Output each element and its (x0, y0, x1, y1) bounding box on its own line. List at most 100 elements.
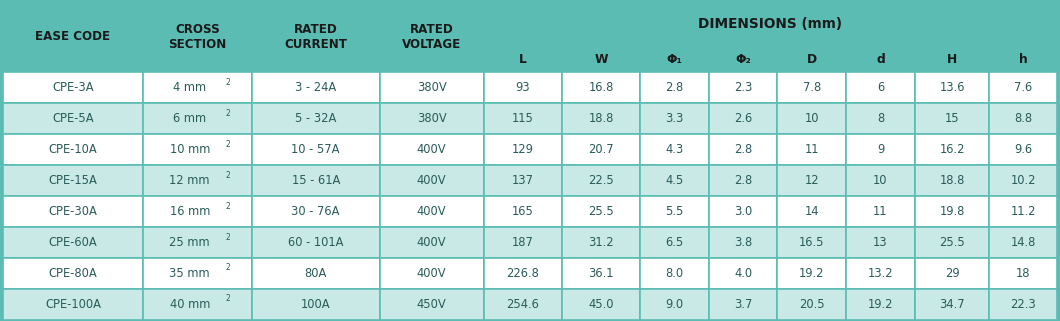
Text: 6 mm: 6 mm (173, 112, 207, 125)
Text: 93: 93 (515, 81, 530, 94)
Bar (252, 103, 379, 134)
Bar (3, 165, 143, 196)
Text: 2: 2 (226, 170, 230, 179)
Text: 10.2: 10.2 (1010, 174, 1036, 187)
Text: 10: 10 (805, 112, 819, 125)
Bar (846, 227, 915, 258)
Text: 19.2: 19.2 (799, 267, 825, 280)
Text: 31.2: 31.2 (588, 236, 614, 249)
Bar (989, 72, 1057, 103)
Text: 25 mm: 25 mm (170, 236, 210, 249)
Bar (252, 1, 379, 72)
Bar (252, 165, 379, 196)
Bar (989, 165, 1057, 196)
Text: CPE-5A: CPE-5A (52, 112, 94, 125)
Bar (252, 134, 379, 165)
Text: 18.8: 18.8 (588, 112, 614, 125)
Bar (640, 134, 709, 165)
Bar (777, 72, 846, 103)
Bar (846, 196, 915, 227)
Text: 254.6: 254.6 (507, 298, 540, 311)
Bar (483, 196, 562, 227)
Text: 25.5: 25.5 (939, 236, 965, 249)
Text: 40 mm: 40 mm (170, 298, 210, 311)
Text: 18: 18 (1015, 267, 1030, 280)
Text: 14: 14 (805, 205, 819, 218)
Bar (379, 289, 483, 320)
Text: D: D (807, 53, 817, 66)
Text: 60 - 101A: 60 - 101A (288, 236, 343, 249)
Text: RATED
VOLTAGE: RATED VOLTAGE (402, 22, 461, 51)
Bar (989, 196, 1057, 227)
Text: 2: 2 (226, 108, 230, 117)
Bar (709, 48, 777, 72)
Bar (846, 258, 915, 289)
Bar (379, 72, 483, 103)
Bar (640, 72, 709, 103)
Bar (846, 48, 915, 72)
Text: 80A: 80A (304, 267, 326, 280)
Bar (252, 258, 379, 289)
Text: Φ₂: Φ₂ (736, 53, 752, 66)
Bar (562, 48, 640, 72)
Bar (562, 103, 640, 134)
Bar (640, 48, 709, 72)
Text: 226.8: 226.8 (507, 267, 540, 280)
Text: 18.8: 18.8 (939, 174, 965, 187)
Text: CPE-15A: CPE-15A (49, 174, 98, 187)
Bar (989, 134, 1057, 165)
Bar (562, 134, 640, 165)
Text: 29: 29 (944, 267, 959, 280)
Bar (915, 103, 989, 134)
Text: 14.8: 14.8 (1010, 236, 1036, 249)
Bar (846, 289, 915, 320)
Bar (379, 258, 483, 289)
Bar (379, 134, 483, 165)
Bar (143, 103, 252, 134)
Text: 20.7: 20.7 (588, 143, 614, 156)
Bar (483, 227, 562, 258)
Bar (777, 48, 846, 72)
Text: 2: 2 (226, 202, 230, 211)
Bar (562, 165, 640, 196)
Text: 3.3: 3.3 (666, 112, 684, 125)
Text: 22.3: 22.3 (1010, 298, 1036, 311)
Text: 30 - 76A: 30 - 76A (292, 205, 340, 218)
Bar (640, 196, 709, 227)
Text: 400V: 400V (417, 267, 446, 280)
Text: 8.0: 8.0 (666, 267, 684, 280)
Bar (989, 227, 1057, 258)
Bar (562, 227, 640, 258)
Text: 16.2: 16.2 (939, 143, 965, 156)
Text: CPE-80A: CPE-80A (49, 267, 98, 280)
Text: 16.8: 16.8 (588, 81, 614, 94)
Bar (3, 1, 143, 72)
Text: 10: 10 (873, 174, 887, 187)
Bar (915, 165, 989, 196)
Bar (989, 48, 1057, 72)
Bar (640, 289, 709, 320)
Bar (143, 134, 252, 165)
Text: H: H (947, 53, 957, 66)
Text: 2: 2 (226, 78, 230, 87)
Text: DIMENSIONS (mm): DIMENSIONS (mm) (699, 17, 843, 31)
Text: 16 mm: 16 mm (170, 205, 210, 218)
Bar (915, 48, 989, 72)
Text: 5.5: 5.5 (666, 205, 684, 218)
Text: 2.6: 2.6 (734, 112, 753, 125)
Text: 25.5: 25.5 (588, 205, 614, 218)
Bar (252, 196, 379, 227)
Text: 7.8: 7.8 (802, 81, 820, 94)
Bar (777, 134, 846, 165)
Text: 4.0: 4.0 (734, 267, 753, 280)
Text: L: L (519, 53, 527, 66)
Text: 2: 2 (226, 232, 230, 241)
Text: 129: 129 (512, 143, 534, 156)
Text: 400V: 400V (417, 143, 446, 156)
Text: 3.0: 3.0 (734, 205, 753, 218)
Text: 12: 12 (805, 174, 819, 187)
Text: Φ₁: Φ₁ (667, 53, 683, 66)
Text: 3.8: 3.8 (734, 236, 753, 249)
Bar (846, 103, 915, 134)
Bar (777, 103, 846, 134)
